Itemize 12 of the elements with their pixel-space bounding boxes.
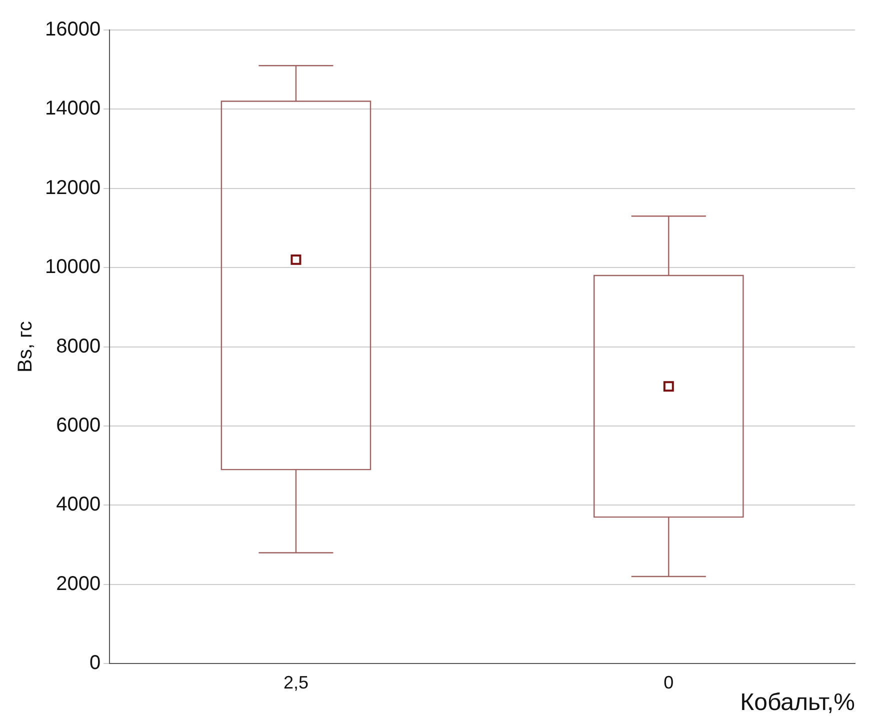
y-tick-label: 16000 <box>44 18 101 41</box>
y-tick-label: 12000 <box>44 176 101 199</box>
y-tick-label: 2000 <box>56 572 101 595</box>
x-axis-title: Кобальт,% <box>740 689 855 716</box>
y-tick-label: 10000 <box>44 256 101 278</box>
y-tick-label: 4000 <box>56 494 101 516</box>
y-tick-label: 6000 <box>56 414 101 437</box>
y-tick-label: 14000 <box>44 98 101 120</box>
y-tick-label: 8000 <box>56 335 101 358</box>
x-tick-label: 2,5 <box>283 672 308 692</box>
y-tick-label: 0 <box>89 652 101 674</box>
y-axis-title: Bs, гс <box>14 321 37 372</box>
